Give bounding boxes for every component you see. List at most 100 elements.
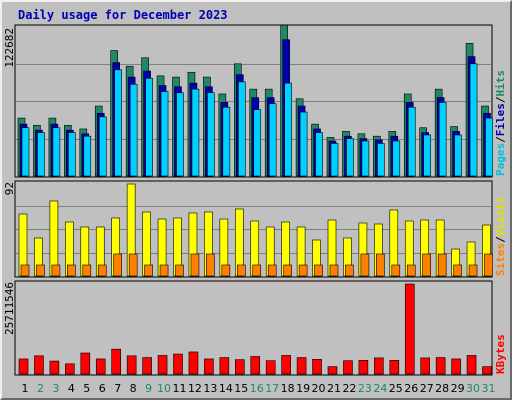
day-label: 16 <box>250 382 264 395</box>
kbytes-bar <box>482 366 492 375</box>
day-label: 28 <box>435 382 449 395</box>
sites-bar <box>314 264 323 277</box>
pages-bar <box>423 134 432 177</box>
sites-bar <box>128 253 138 277</box>
pages-bar <box>176 92 184 177</box>
day-label: 1 <box>22 382 29 395</box>
kbytes-bar <box>49 360 60 375</box>
pages-bar <box>330 143 339 177</box>
legend-part: / <box>494 136 507 143</box>
legend-part: Hits <box>494 70 507 97</box>
legend-part: / <box>494 236 507 243</box>
top-legend-label: Pages/Files/Hits <box>494 70 507 176</box>
sites-bar <box>484 253 493 277</box>
sites-bar <box>221 264 231 277</box>
kbytes-bar <box>404 283 415 375</box>
day-label: 7 <box>114 382 121 395</box>
pages-bar <box>37 132 45 177</box>
kbytes-bar <box>157 355 168 375</box>
kbytes-bar <box>389 360 400 375</box>
day-label: 3 <box>52 382 59 395</box>
bottom-legend-label: KBytes <box>494 334 507 374</box>
kbytes-bar <box>435 357 446 375</box>
kbytes-bar <box>173 353 183 375</box>
kbytes-bar <box>34 355 44 375</box>
day-label: 30 <box>466 382 480 395</box>
pages-bar <box>238 81 246 177</box>
middle-max-label: 92 <box>3 182 16 195</box>
kbytes-bar <box>65 363 75 375</box>
kbytes-bar <box>265 360 276 375</box>
pages-bar <box>346 138 354 177</box>
day-label: 15 <box>234 382 248 395</box>
day-label: 29 <box>451 382 465 395</box>
kbytes-bar <box>451 358 461 375</box>
pages-bar <box>83 135 92 177</box>
day-label: 19 <box>296 382 310 395</box>
day-label: 10 <box>157 382 171 395</box>
sites-bar <box>283 264 292 277</box>
sites-bar <box>113 253 122 277</box>
legend-part: KBytes <box>494 334 507 374</box>
pages-bar <box>361 140 370 177</box>
pages-bar <box>253 109 262 177</box>
pages-bar <box>377 143 385 177</box>
kbytes-bar <box>80 352 91 375</box>
kbytes-bar <box>18 358 29 375</box>
day-label: 14 <box>219 382 233 395</box>
pages-bar <box>284 82 292 177</box>
kbytes-bar <box>296 357 307 375</box>
kbytes-bar <box>235 359 245 375</box>
kbytes-bar <box>466 355 477 375</box>
day-label: 25 <box>389 382 403 395</box>
sites-bar <box>437 253 447 277</box>
chart-title: Daily usage for December 2023 <box>18 8 228 22</box>
day-label: 9 <box>145 382 152 395</box>
day-label: 2 <box>37 382 44 395</box>
day-label: 12 <box>188 382 202 395</box>
sites-bar <box>391 264 401 277</box>
sites-bar <box>360 253 370 277</box>
sites-bar <box>97 264 107 277</box>
pages-bar <box>299 111 308 177</box>
day-label: 6 <box>99 382 106 395</box>
pages-bar <box>21 127 30 177</box>
sites-bar <box>406 264 416 277</box>
day-label: 8 <box>130 382 137 395</box>
day-label: 21 <box>327 382 341 395</box>
legend-part: Sites <box>494 243 507 276</box>
sites-bar <box>36 264 45 277</box>
day-label: 24 <box>373 382 387 395</box>
day-label: 17 <box>265 382 279 395</box>
sites-bar <box>252 264 262 277</box>
kbytes-bar <box>188 351 199 375</box>
sites-bar <box>298 264 308 277</box>
pages-bar <box>454 134 462 177</box>
sites-bar <box>159 264 169 277</box>
pages-bar <box>129 84 138 177</box>
sites-bar <box>329 264 339 277</box>
day-label: 13 <box>203 382 217 395</box>
kbytes-bar <box>374 357 384 375</box>
kbytes-bar <box>204 358 214 375</box>
sites-bar <box>206 253 215 277</box>
pages-bar <box>145 77 153 177</box>
sites-bar <box>67 264 76 277</box>
sites-bar <box>237 264 246 277</box>
sites-bar <box>51 264 61 277</box>
kbytes-bar <box>142 357 152 375</box>
day-label: 23 <box>358 382 372 395</box>
legend-part: Files <box>494 103 507 136</box>
pages-bar <box>407 106 416 177</box>
pages-bar <box>98 116 107 177</box>
pages-bar <box>52 127 61 177</box>
kbytes-bar <box>219 357 230 375</box>
kbytes-bar <box>327 366 338 375</box>
middle-legend-label: Sites/Visits <box>494 197 507 277</box>
pages-bar <box>191 88 200 177</box>
sites-bar <box>190 253 200 277</box>
pages-bar <box>68 132 76 177</box>
kbytes-bar <box>250 356 261 375</box>
sites-bar <box>144 264 153 277</box>
